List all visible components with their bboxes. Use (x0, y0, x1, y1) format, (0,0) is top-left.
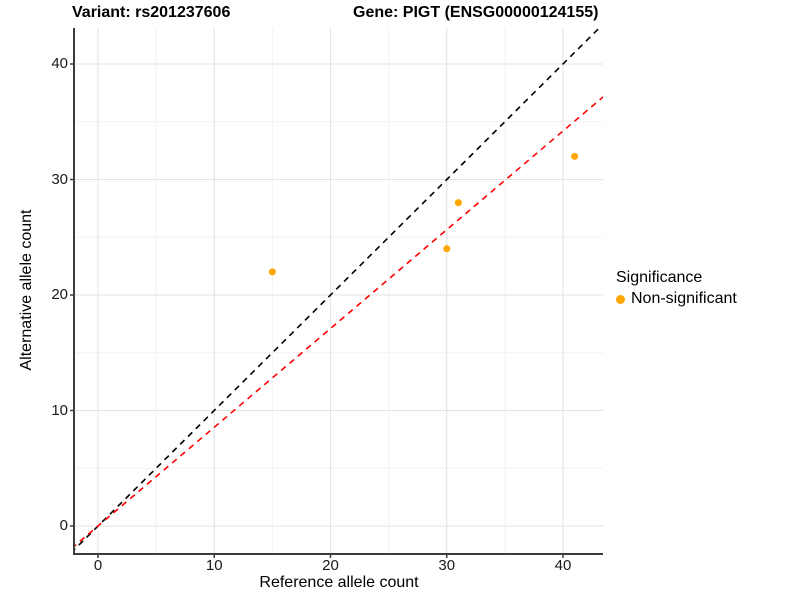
y-tick-label: 0 (59, 517, 68, 534)
data-point (571, 152, 579, 160)
x-tick-label: 30 (438, 557, 456, 574)
grid-minor-lines (75, 28, 603, 553)
grid-major-lines (75, 28, 603, 553)
y-tick-label: 40 (51, 55, 68, 72)
gene-title: Gene: PIGT (ENSG00000124155) (353, 4, 599, 21)
y-axis-title: Alternative allele count (18, 209, 35, 371)
x-axis-title: Reference allele count (259, 574, 419, 591)
x-tick-label: 40 (554, 557, 572, 574)
legend-title: Significance (616, 269, 703, 286)
legend-item: Non-significant (616, 290, 737, 308)
axis-tick-marks (70, 63, 564, 558)
legend: Significance Non-significant (616, 269, 737, 308)
plot-panel (73, 28, 603, 555)
legend-dot-icon (616, 294, 625, 304)
data-point (454, 199, 462, 207)
data-point (268, 268, 276, 276)
chart-canvas (70, 28, 603, 558)
variant-title: Variant: rs201237606 (72, 4, 231, 21)
data-point (443, 245, 451, 253)
fit-line (75, 95, 603, 547)
y-tick-label: 10 (51, 401, 68, 419)
identity-line (75, 28, 601, 550)
reference-lines (75, 28, 603, 550)
y-tick-label: 30 (51, 170, 68, 188)
x-tick-label: 20 (322, 557, 339, 574)
data-points (268, 152, 579, 276)
y-tick-label: 20 (51, 286, 68, 303)
x-tick-label: 0 (93, 557, 103, 574)
x-tick-label: 10 (205, 557, 223, 574)
legend-item-label: Non-significant (631, 290, 737, 307)
